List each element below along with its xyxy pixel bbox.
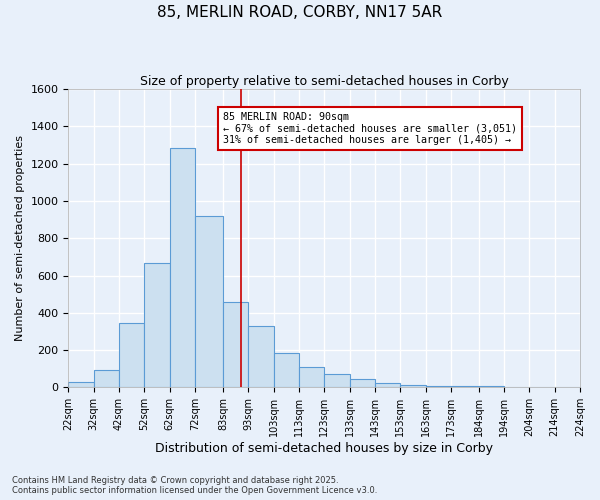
Bar <box>451 386 479 388</box>
Bar <box>299 367 324 388</box>
Bar <box>425 386 451 388</box>
Bar <box>324 374 350 388</box>
Title: Size of property relative to semi-detached houses in Corby: Size of property relative to semi-detach… <box>140 75 509 88</box>
Bar <box>195 216 223 388</box>
Text: 85, MERLIN ROAD, CORBY, NN17 5AR: 85, MERLIN ROAD, CORBY, NN17 5AR <box>157 5 443 20</box>
Bar <box>400 386 425 388</box>
Bar <box>119 323 145 388</box>
Bar <box>350 379 375 388</box>
Bar <box>170 148 195 388</box>
X-axis label: Distribution of semi-detached houses by size in Corby: Distribution of semi-detached houses by … <box>155 442 493 455</box>
Bar <box>94 370 119 388</box>
Bar <box>248 326 274 388</box>
Text: Contains HM Land Registry data © Crown copyright and database right 2025.
Contai: Contains HM Land Registry data © Crown c… <box>12 476 377 495</box>
Text: 85 MERLIN ROAD: 90sqm
← 67% of semi-detached houses are smaller (3,051)
31% of s: 85 MERLIN ROAD: 90sqm ← 67% of semi-deta… <box>223 112 517 144</box>
Bar <box>274 353 299 388</box>
Bar <box>68 382 94 388</box>
Bar <box>145 264 170 388</box>
Y-axis label: Number of semi-detached properties: Number of semi-detached properties <box>15 136 25 342</box>
Bar <box>479 386 504 388</box>
Bar <box>223 302 248 388</box>
Bar <box>375 382 400 388</box>
